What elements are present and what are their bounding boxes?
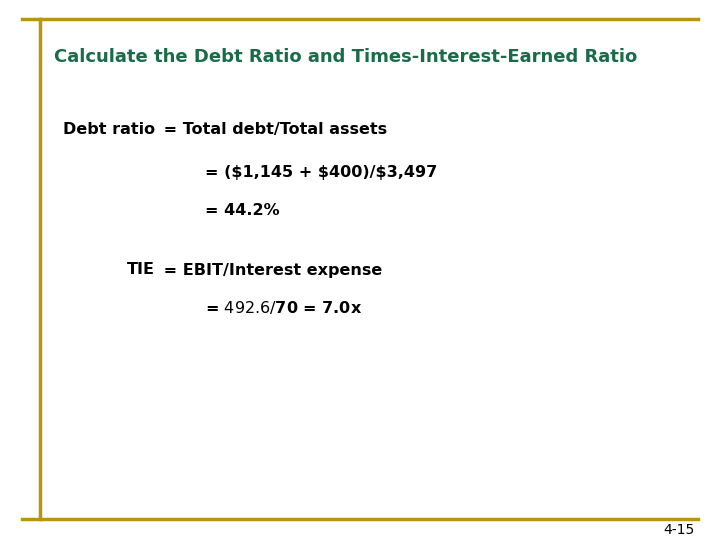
Text: = EBIT/Interest expense: = EBIT/Interest expense — [158, 262, 382, 278]
Text: = $492.6/$70 = 7.0x: = $492.6/$70 = 7.0x — [205, 299, 362, 316]
Text: = Total debt/Total assets: = Total debt/Total assets — [158, 122, 387, 137]
Text: 4-15: 4-15 — [664, 523, 695, 537]
Text: TIE: TIE — [127, 262, 155, 278]
Text: Debt ratio: Debt ratio — [63, 122, 155, 137]
Text: Calculate the Debt Ratio and Times-Interest-Earned Ratio: Calculate the Debt Ratio and Times-Inter… — [54, 48, 637, 66]
Text: = 44.2%: = 44.2% — [205, 203, 280, 218]
Text: = ($1,145 + $400)/$3,497: = ($1,145 + $400)/$3,497 — [205, 165, 438, 180]
